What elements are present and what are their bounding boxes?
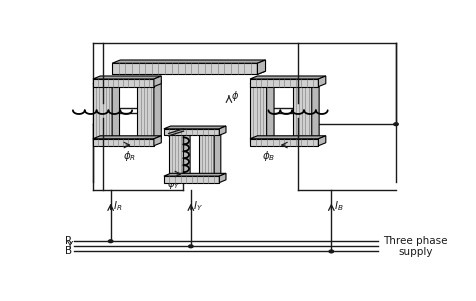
Polygon shape	[199, 129, 220, 132]
Text: Y: Y	[66, 241, 72, 251]
Text: Three phase
supply: Three phase supply	[382, 236, 446, 257]
Bar	[137, 84, 154, 141]
Polygon shape	[214, 129, 220, 179]
Text: $I_B$: $I_B$	[333, 200, 343, 213]
Polygon shape	[137, 81, 161, 84]
Polygon shape	[249, 81, 273, 84]
Bar	[164, 176, 219, 183]
Polygon shape	[154, 81, 161, 141]
Polygon shape	[318, 136, 325, 146]
Text: $\phi_B$: $\phi_B$	[262, 148, 275, 163]
Bar	[164, 129, 219, 135]
Bar	[93, 84, 112, 141]
Polygon shape	[164, 173, 226, 176]
Polygon shape	[164, 126, 226, 129]
Text: B: B	[65, 247, 72, 256]
Circle shape	[328, 250, 333, 253]
Polygon shape	[112, 60, 265, 63]
Text: $\phi_Y$: $\phi_Y$	[167, 178, 180, 191]
Polygon shape	[249, 76, 325, 79]
Polygon shape	[93, 136, 161, 139]
Text: $\phi$: $\phi$	[230, 89, 238, 103]
Text: $\phi_R$: $\phi_R$	[123, 148, 136, 163]
Bar	[249, 139, 318, 146]
Polygon shape	[144, 71, 265, 74]
Polygon shape	[219, 126, 226, 135]
Polygon shape	[154, 76, 161, 87]
Polygon shape	[249, 136, 325, 139]
Polygon shape	[183, 129, 190, 179]
Polygon shape	[93, 81, 119, 84]
Polygon shape	[257, 60, 265, 74]
Circle shape	[393, 123, 397, 126]
Polygon shape	[169, 129, 190, 132]
Circle shape	[108, 240, 113, 243]
Polygon shape	[112, 81, 119, 141]
Text: $I_R$: $I_R$	[113, 200, 122, 213]
Polygon shape	[311, 81, 318, 141]
Bar	[112, 63, 257, 74]
Bar	[199, 132, 214, 179]
Bar	[292, 84, 311, 141]
Polygon shape	[318, 76, 325, 87]
Bar	[169, 132, 183, 179]
Bar	[249, 84, 266, 141]
Polygon shape	[93, 76, 161, 79]
Text: $I_Y$: $I_Y$	[193, 200, 203, 213]
Bar	[249, 79, 318, 87]
Polygon shape	[219, 173, 226, 183]
Bar	[93, 139, 154, 146]
Bar	[93, 79, 154, 87]
Polygon shape	[112, 71, 152, 74]
Polygon shape	[292, 81, 318, 84]
Polygon shape	[266, 81, 273, 141]
Polygon shape	[154, 136, 161, 146]
Text: R: R	[65, 236, 72, 246]
Circle shape	[188, 245, 193, 248]
